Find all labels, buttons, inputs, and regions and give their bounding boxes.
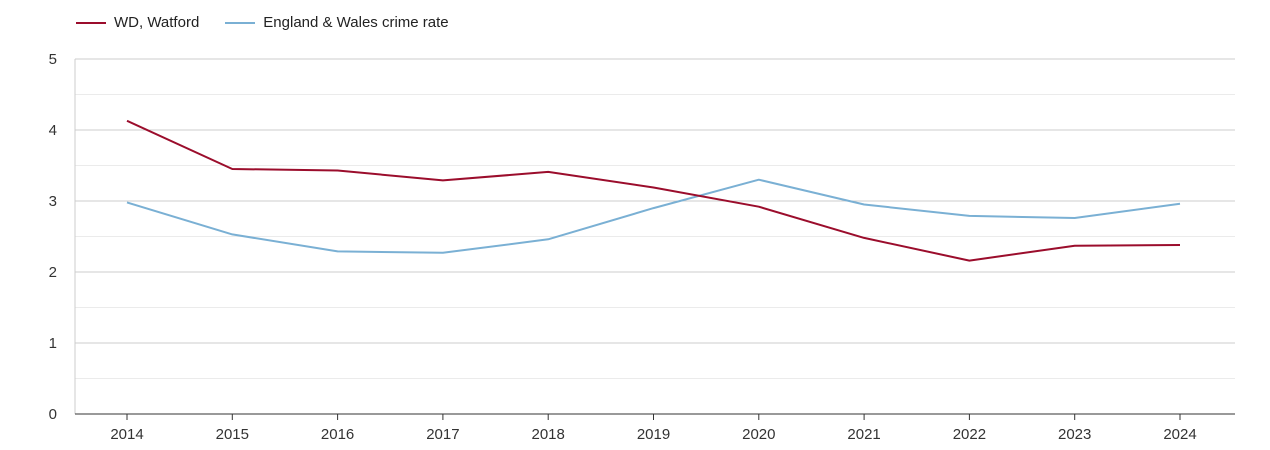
legend-swatch-watford [76,21,106,24]
x-tick-label: 2015 [216,426,249,443]
x-tick-label: 2014 [110,426,143,443]
x-tick-label: 2021 [847,426,880,443]
x-tick-label: 2017 [426,426,459,443]
legend-swatch-england-wales [225,21,256,24]
x-tick-label: 2022 [953,426,986,443]
legend-label-watford: WD, Watford [114,14,200,31]
series-line-watford [126,119,1181,262]
legend-item-england-wales[interactable]: England & Wales crime rate [225,14,449,31]
series-line-england-wales [126,178,1181,254]
y-tick-label: 3 [49,193,57,210]
y-tick-label: 5 [49,51,57,68]
y-tick-label: 2 [49,264,57,281]
x-tick-label: 2020 [742,426,775,443]
legend: WD, Watford England & Wales crime rate [76,14,449,31]
legend-item-watford[interactable]: WD, Watford [76,14,199,31]
y-tick-label: 0 [49,406,57,423]
x-tick-label: 2023 [1058,426,1091,443]
x-tick-label: 2024 [1163,426,1196,443]
x-tick-label: 2019 [637,426,670,443]
x-tick-label: 2018 [532,426,565,443]
legend-label-england-wales: England & Wales crime rate [263,14,449,31]
y-tick-label: 1 [49,335,57,352]
y-tick-label: 4 [49,122,57,139]
x-tick-label: 2016 [321,426,354,443]
